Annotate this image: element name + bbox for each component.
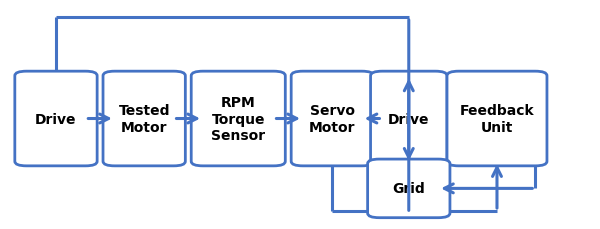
FancyBboxPatch shape <box>15 72 97 166</box>
FancyBboxPatch shape <box>191 72 286 166</box>
FancyBboxPatch shape <box>371 72 447 166</box>
Text: Grid: Grid <box>392 182 425 196</box>
Text: Tested
Motor: Tested Motor <box>118 104 170 134</box>
Text: Drive: Drive <box>35 112 77 126</box>
Text: Feedback
Unit: Feedback Unit <box>460 104 534 134</box>
Text: Drive: Drive <box>388 112 430 126</box>
Text: Servo
Motor: Servo Motor <box>309 104 356 134</box>
FancyBboxPatch shape <box>291 72 373 166</box>
Text: RPM
Torque
Sensor: RPM Torque Sensor <box>211 95 265 143</box>
FancyBboxPatch shape <box>447 72 547 166</box>
FancyBboxPatch shape <box>103 72 185 166</box>
FancyBboxPatch shape <box>368 159 450 218</box>
